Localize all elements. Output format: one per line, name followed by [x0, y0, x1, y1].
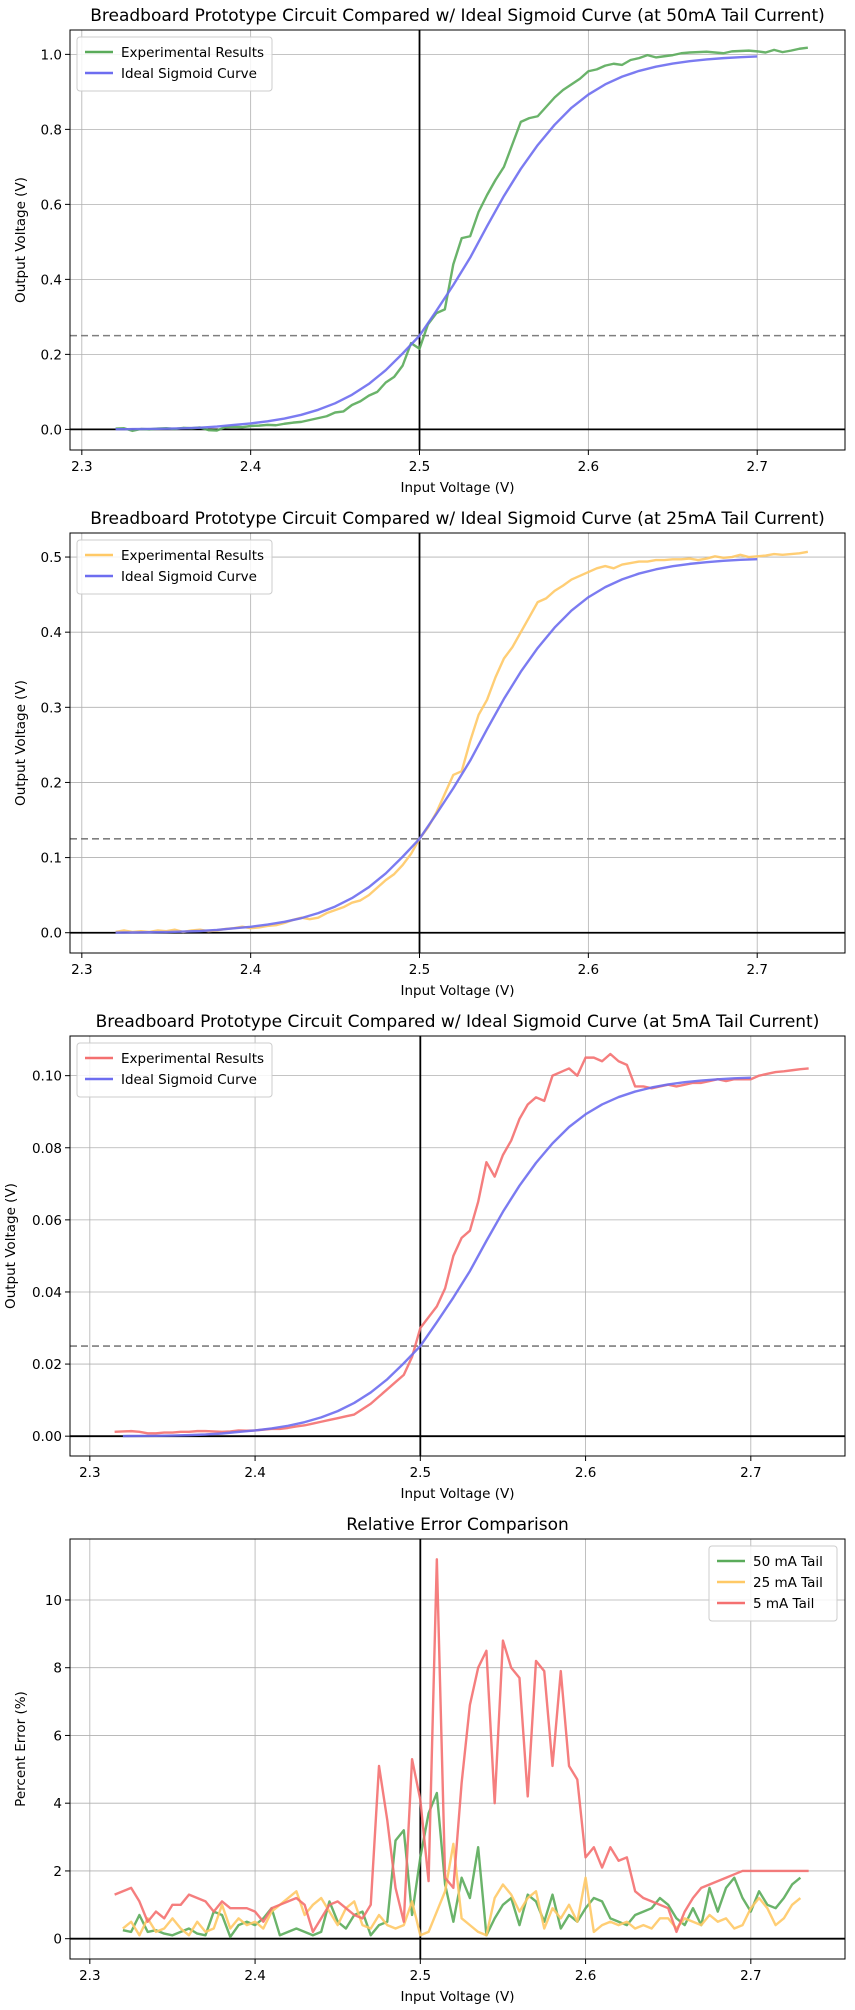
legend: 50 mA Tail 25 mA Tail 5 mA Tail — [708, 1545, 838, 1622]
y-tick-label: 0.8 — [41, 122, 62, 138]
y-tick-label: 0.06 — [32, 1213, 62, 1229]
x-tick-label: 2.4 — [244, 1465, 265, 1481]
legend-entry: Ideal Sigmoid Curve — [121, 569, 257, 585]
y-tick-label: 8 — [53, 1661, 62, 1677]
x-tick-label: 2.4 — [240, 962, 261, 978]
series-line-2 — [122, 1076, 751, 1438]
chart-title: Breadboard Prototype Circuit Compared w/… — [96, 1012, 820, 1032]
y-tick-label: 4 — [53, 1796, 62, 1812]
plot-area — [70, 533, 845, 953]
legend-box — [76, 36, 273, 92]
x-tick-label: 2.7 — [740, 1968, 761, 1984]
x-axis-label: Input Voltage (V) — [401, 1989, 515, 2005]
y-tick-label: 0.0 — [41, 422, 62, 438]
series-line-3 — [114, 1558, 809, 1934]
chart-panel-4: 2.3 2.4 2.5 2.6 2.7 0 2 4 6 8 10 Relative Error Com… — [13, 1515, 846, 2005]
x-axis-label: Input Voltage (V) — [401, 1486, 515, 1502]
x-tick-label: 2.7 — [746, 962, 767, 978]
x-tick-label: 2.6 — [578, 459, 599, 475]
y-tick-label: 0.1 — [41, 851, 62, 867]
x-tick-label: 2.4 — [244, 1968, 265, 1984]
x-tick-label: 2.6 — [575, 1968, 596, 1984]
y-tick-label: 0.00 — [32, 1429, 62, 1445]
x-tick-label: 2.5 — [410, 1465, 431, 1481]
legend-entry: Ideal Sigmoid Curve — [121, 66, 257, 82]
y-tick-label: 0.3 — [41, 700, 62, 716]
y-axis-label: Output Voltage (V) — [13, 177, 29, 303]
x-tick-label: 2.3 — [79, 1968, 100, 1984]
x-tick-label: 2.3 — [71, 962, 92, 978]
legend-entry: Ideal Sigmoid Curve — [121, 1072, 257, 1088]
y-axis-label: Percent Error (%) — [13, 1691, 29, 1807]
chart-title: Relative Error Comparison — [346, 1515, 569, 1535]
y-tick-label: 0.08 — [32, 1141, 62, 1157]
x-tick-label: 2.7 — [746, 459, 767, 475]
x-axis-label: Input Voltage (V) — [401, 480, 515, 496]
legend-entry: Experimental Results — [121, 548, 264, 564]
legend-entry: Experimental Results — [121, 45, 264, 61]
legend-entry: 5 mA Tail — [753, 1596, 814, 1612]
legend: Experimental Results Ideal Sigmoid Curve — [76, 1042, 273, 1098]
legend-box — [76, 539, 273, 595]
y-tick-label: 0.5 — [41, 550, 62, 566]
x-tick-label: 2.4 — [240, 459, 261, 475]
y-tick-label: 0.10 — [32, 1069, 62, 1085]
y-tick-label: 0.4 — [41, 272, 62, 288]
y-tick-label: 0.04 — [32, 1285, 62, 1301]
plot-area — [70, 30, 845, 450]
y-tick-label: 0 — [53, 1932, 62, 1948]
y-tick-label: 0.4 — [41, 625, 62, 641]
axes-frame — [69, 532, 846, 954]
x-tick-label: 2.5 — [409, 459, 430, 475]
y-tick-label: 10 — [45, 1593, 62, 1609]
series-line-1 — [114, 1052, 809, 1435]
y-tick-label: 1.0 — [41, 47, 62, 63]
legend: Experimental Results Ideal Sigmoid Curve — [76, 36, 273, 92]
legend-entry: Experimental Results — [121, 1051, 264, 1067]
y-tick-label: 0.6 — [41, 197, 62, 213]
x-tick-label: 2.7 — [740, 1465, 761, 1481]
legend-box — [76, 1042, 273, 1098]
series-line-1 — [115, 46, 809, 433]
y-tick-label: 6 — [53, 1728, 62, 1744]
y-tick-label: 0.0 — [41, 926, 62, 942]
x-tick-label: 2.5 — [410, 1968, 431, 1984]
x-tick-label: 2.6 — [575, 1465, 596, 1481]
series-line-2 — [115, 557, 758, 934]
chart-panel-3: 2.3 2.4 2.5 2.6 2.7 0.00 0.02 0.04 0.06 0.08 0.10 B… — [3, 1012, 846, 1502]
y-axis-label: Output Voltage (V) — [13, 680, 29, 806]
y-tick-label: 0.02 — [32, 1357, 62, 1373]
x-axis-label: Input Voltage (V) — [401, 983, 515, 999]
chart-panel-1: 2.3 2.4 2.5 2.6 2.7 0.0 0.2 0.4 0.6 0.8 1.0 Breadbo… — [13, 6, 846, 496]
y-axis-label: Output Voltage (V) — [3, 1183, 19, 1309]
axes-frame — [69, 1035, 846, 1457]
legend: Experimental Results Ideal Sigmoid Curve — [76, 539, 273, 595]
y-tick-label: 2 — [53, 1864, 62, 1880]
x-tick-label: 2.5 — [409, 962, 430, 978]
y-tick-label: 0.2 — [41, 347, 62, 363]
legend-entry: 25 mA Tail — [753, 1575, 823, 1591]
chart-title: Breadboard Prototype Circuit Compared w/… — [90, 509, 825, 529]
series-line-2 — [115, 55, 758, 431]
y-tick-label: 0.2 — [41, 775, 62, 791]
axes-frame — [69, 1538, 846, 1960]
axes-frame — [69, 29, 846, 451]
chart-panel-2: 2.3 2.4 2.5 2.6 2.7 0.0 0.1 0.2 0.3 0.4 0.5 Breadbo… — [13, 509, 846, 999]
series-line-2 — [122, 1842, 802, 1937]
x-tick-label: 2.3 — [79, 1465, 100, 1481]
chart-title: Breadboard Prototype Circuit Compared w/… — [90, 6, 825, 26]
legend-entry: 50 mA Tail — [753, 1554, 823, 1570]
x-tick-label: 2.6 — [578, 962, 599, 978]
x-tick-label: 2.3 — [71, 459, 92, 475]
